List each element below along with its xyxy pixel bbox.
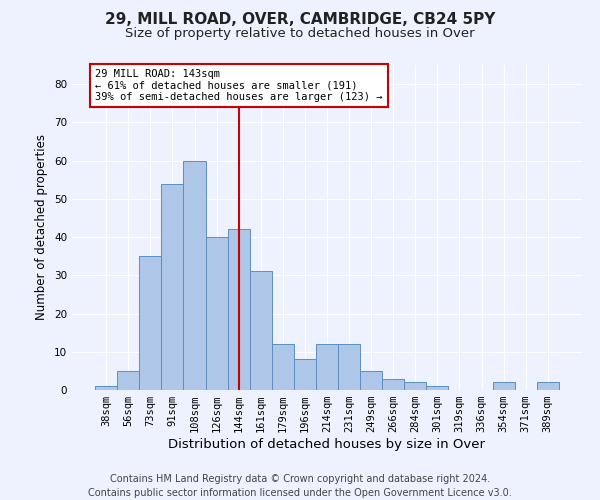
Bar: [316, 344, 338, 390]
X-axis label: Distribution of detached houses by size in Over: Distribution of detached houses by size …: [169, 438, 485, 451]
Bar: [117, 371, 139, 390]
Bar: [338, 344, 360, 390]
Bar: [161, 184, 184, 390]
Text: Contains HM Land Registry data © Crown copyright and database right 2024.
Contai: Contains HM Land Registry data © Crown c…: [88, 474, 512, 498]
Bar: [382, 378, 404, 390]
Bar: [206, 237, 227, 390]
Bar: [95, 386, 117, 390]
Text: 29, MILL ROAD, OVER, CAMBRIDGE, CB24 5PY: 29, MILL ROAD, OVER, CAMBRIDGE, CB24 5PY: [105, 12, 495, 28]
Bar: [404, 382, 427, 390]
Bar: [272, 344, 294, 390]
Bar: [294, 360, 316, 390]
Bar: [250, 272, 272, 390]
Bar: [427, 386, 448, 390]
Bar: [139, 256, 161, 390]
Text: 29 MILL ROAD: 143sqm
← 61% of detached houses are smaller (191)
39% of semi-deta: 29 MILL ROAD: 143sqm ← 61% of detached h…: [95, 69, 383, 102]
Bar: [493, 382, 515, 390]
Bar: [227, 230, 250, 390]
Bar: [360, 371, 382, 390]
Y-axis label: Number of detached properties: Number of detached properties: [35, 134, 49, 320]
Bar: [537, 382, 559, 390]
Bar: [184, 160, 206, 390]
Text: Size of property relative to detached houses in Over: Size of property relative to detached ho…: [125, 28, 475, 40]
